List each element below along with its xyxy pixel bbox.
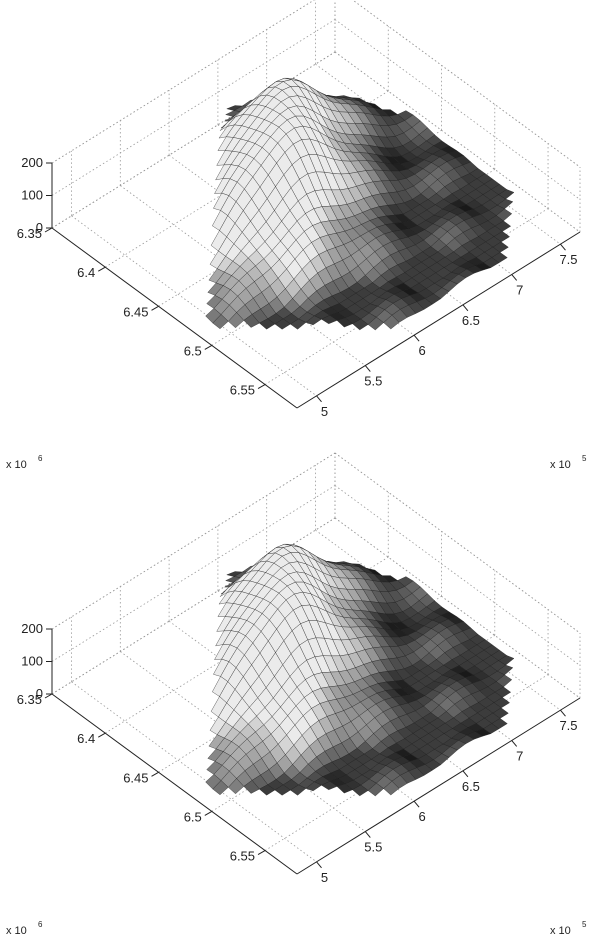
- x-tick-mark: [98, 266, 106, 272]
- x-tick-mark: [257, 850, 266, 855]
- x-tick-mark: [204, 344, 213, 350]
- x-tick-label: 6.4: [77, 731, 95, 746]
- x-multiplier: x 10: [6, 925, 27, 937]
- surface: [205, 544, 515, 797]
- axes: 6.35 6.4 6.45 6.5 6.55 5 5.5 6 6.5 7 7.5 0 100 200 x 1…: [6, 621, 587, 937]
- surface-cell: [383, 315, 400, 330]
- x-tick-mark: [44, 693, 53, 699]
- y-tick-mark: [560, 243, 566, 251]
- surface-plot-top: 6.35 6.4 6.45 6.5 6.55 5 5.5 6 6.5 7 7.5 0 100 200 x 1…: [6, 0, 587, 471]
- y-tick-mark: [511, 740, 518, 747]
- surface-cell: [321, 781, 338, 790]
- y-exponent: 5: [582, 920, 587, 929]
- y-tick-label: 6: [418, 343, 425, 358]
- y-tick-label: 6.5: [462, 313, 480, 328]
- wall-grid-z-y1-2: [352, 0, 581, 168]
- y-tick-label: 7.5: [559, 252, 577, 267]
- x-tick-label: 6.35: [17, 226, 42, 241]
- wall-grid-z-y1-0: [334, 51, 581, 233]
- x-tick-mark: [204, 810, 213, 816]
- z-tick-label: 0: [36, 686, 43, 701]
- surface-cell: [321, 315, 338, 324]
- y-axis-line: [296, 697, 581, 875]
- x-tick-mark: [151, 305, 159, 311]
- x-tick-label: 6.45: [123, 770, 148, 785]
- y-tick-label: 5.5: [364, 840, 382, 855]
- y-tick-mark: [462, 304, 469, 312]
- surface-cell: [290, 318, 307, 330]
- x-tick-label: 6.55: [230, 383, 255, 398]
- y-tick-label: 7: [516, 282, 523, 297]
- x-exponent: 6: [38, 920, 43, 929]
- x-tick-mark: [44, 227, 53, 233]
- surface-cell: [290, 784, 307, 796]
- floor-grid-y-0: [71, 681, 317, 863]
- y-tick-label: 5: [321, 404, 328, 419]
- x-axis-line: [51, 693, 298, 875]
- y-tick-mark: [316, 861, 322, 869]
- z-tick-label: 200: [21, 155, 43, 170]
- y-multiplier: x 10: [550, 925, 571, 937]
- x-tick-mark: [257, 384, 266, 389]
- surface-cell: [352, 318, 369, 331]
- x-tick-label: 6.4: [77, 265, 95, 280]
- axes: 6.35 6.4 6.45 6.5 6.55 5 5.5 6 6.5 7 7.5 0 100 200 x 1…: [6, 155, 587, 471]
- z-tick-label: 100: [21, 654, 43, 669]
- y-tick-mark: [316, 395, 322, 403]
- surface-cell: [352, 784, 369, 797]
- y-tick-label: 6.5: [462, 779, 480, 794]
- y-multiplier: x 10: [550, 459, 571, 471]
- wall-grid-z-y1-1: [334, 485, 581, 666]
- y-tick-mark: [462, 770, 469, 778]
- z-tick-label: 200: [21, 621, 43, 636]
- surface: [205, 78, 515, 331]
- surface-cell: [274, 784, 291, 796]
- x-tick-label: 6.35: [17, 692, 42, 707]
- surface-cell: [243, 314, 260, 328]
- y-tick-label: 5: [321, 870, 328, 885]
- z-tick-label: 100: [21, 188, 43, 203]
- y-tick-mark: [560, 709, 566, 717]
- y-tick-mark: [413, 334, 420, 342]
- x-tick-label: 6.5: [184, 343, 202, 358]
- x-tick-label: 6.45: [123, 304, 148, 319]
- x-tick-label: 6.5: [184, 809, 202, 824]
- floor-grid-y-0: [71, 215, 317, 397]
- x-exponent: 6: [38, 454, 43, 463]
- wall-grid-z-y1-1: [334, 19, 581, 200]
- y-exponent: 5: [582, 454, 587, 463]
- surface-plot-bottom: 6.35 6.4 6.45 6.5 6.55 5 5.5 6 6.5 7 7.5 0 100 200 x 1…: [6, 452, 587, 937]
- x-axis-line: [51, 227, 298, 409]
- surface-cell: [274, 318, 291, 330]
- x-multiplier: x 10: [6, 459, 27, 471]
- surface-cell: [243, 780, 260, 794]
- surface-cell: [212, 780, 229, 795]
- y-axis-line: [296, 231, 581, 409]
- y-tick-label: 5.5: [364, 374, 382, 389]
- x-tick-mark: [98, 732, 106, 738]
- x-tick-mark: [151, 771, 159, 777]
- surface-cell: [212, 314, 229, 329]
- wall-grid-z-y1-0: [334, 517, 581, 699]
- y-tick-mark: [364, 365, 371, 372]
- y-tick-mark: [364, 831, 371, 838]
- y-tick-label: 7.5: [559, 718, 577, 733]
- wall-grid-z-y1-2: [334, 452, 581, 634]
- z-tick-label: 0: [36, 220, 43, 235]
- surface-cell: [383, 781, 400, 796]
- y-tick-mark: [413, 800, 420, 808]
- x-tick-label: 6.55: [230, 849, 255, 864]
- y-tick-mark: [511, 274, 518, 281]
- y-tick-label: 7: [516, 748, 523, 763]
- y-tick-label: 6: [418, 809, 425, 824]
